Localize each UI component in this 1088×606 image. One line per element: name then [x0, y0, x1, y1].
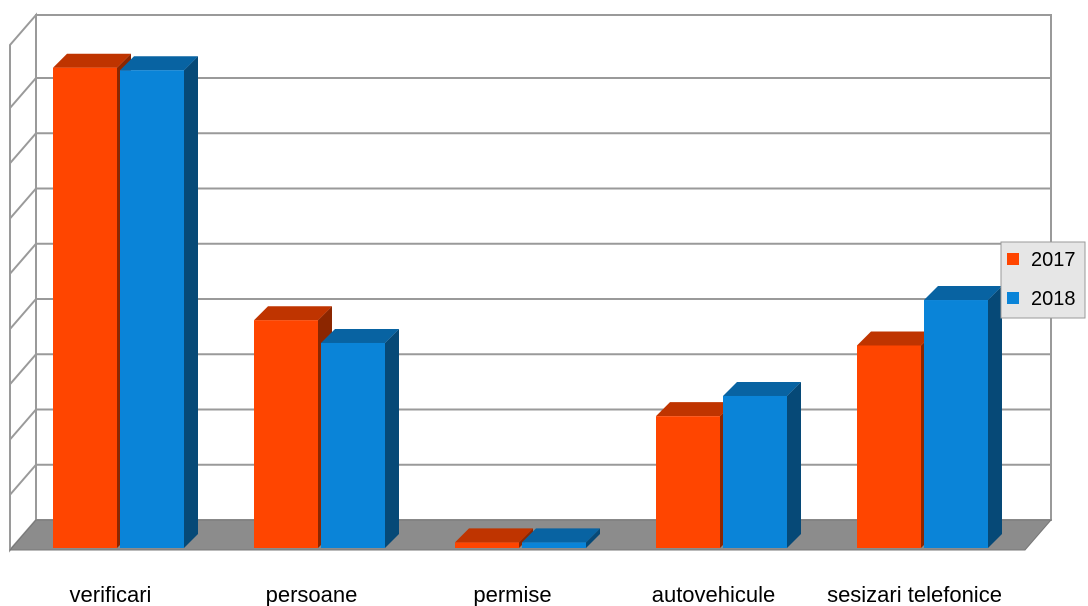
bar-front	[924, 300, 988, 548]
bar-top	[254, 306, 332, 321]
bar-2018-permise	[522, 528, 600, 548]
bar-front	[455, 542, 519, 548]
legend: 2017 2018	[1000, 241, 1086, 319]
category-label: persoane	[266, 582, 358, 606]
legend-swatch	[1007, 253, 1019, 265]
bar-top	[924, 286, 1002, 301]
bar-top	[522, 528, 600, 543]
bar-front	[656, 416, 720, 548]
bar-2018-autovehicule	[723, 381, 801, 548]
category-label: sesizari telefonice	[827, 582, 1002, 606]
legend-swatch	[1007, 292, 1019, 304]
bar-front	[723, 395, 787, 548]
bar-2017-autovehicule	[656, 402, 734, 548]
bar-side	[385, 328, 399, 548]
bar-front	[857, 345, 921, 548]
bar-2017-verificari	[53, 53, 131, 548]
bar-2017-permise	[455, 528, 533, 548]
bar-2018-sesizari-telefonice	[924, 286, 1002, 548]
bar-top	[321, 328, 399, 343]
bar-side	[787, 381, 801, 548]
gridline-side	[9, 187, 37, 220]
gridline-side	[9, 464, 37, 496]
bar-top	[656, 402, 734, 417]
gridline-side	[9, 408, 37, 441]
gridline-side	[9, 77, 37, 109]
bar-top	[120, 56, 198, 71]
bars	[53, 53, 1002, 548]
bar-top	[723, 381, 801, 396]
bar-side	[988, 286, 1002, 548]
bar-front	[522, 542, 586, 548]
bar-top	[53, 53, 131, 68]
bar-2018-verificari	[120, 56, 198, 548]
gridline-side	[9, 132, 37, 164]
bar-side	[184, 56, 198, 548]
chart-back-wall	[9, 12, 1052, 553]
legend-entry: 2018	[1031, 288, 1076, 310]
bar-front	[321, 342, 385, 548]
bar-front	[53, 67, 117, 548]
category-label: autovehicule	[652, 582, 776, 606]
gridline-side	[9, 298, 37, 330]
gridline-side	[9, 243, 37, 275]
bar-2017-sesizari-telefonice	[857, 331, 935, 548]
bar-side	[586, 528, 600, 548]
bar-top	[455, 528, 533, 543]
category-label: verificari	[70, 582, 152, 606]
gridline-side	[9, 353, 37, 385]
category-labels: verificari persoane permise autovehicule ses…	[70, 582, 1002, 606]
bar-front	[120, 70, 184, 548]
bar-front	[254, 320, 318, 548]
legend-entry: 2017	[1031, 249, 1076, 271]
bar-2017-persoane	[254, 306, 332, 548]
bar-2018-persoane	[321, 328, 399, 548]
bar-top	[857, 331, 935, 346]
category-label: permise	[473, 582, 551, 606]
